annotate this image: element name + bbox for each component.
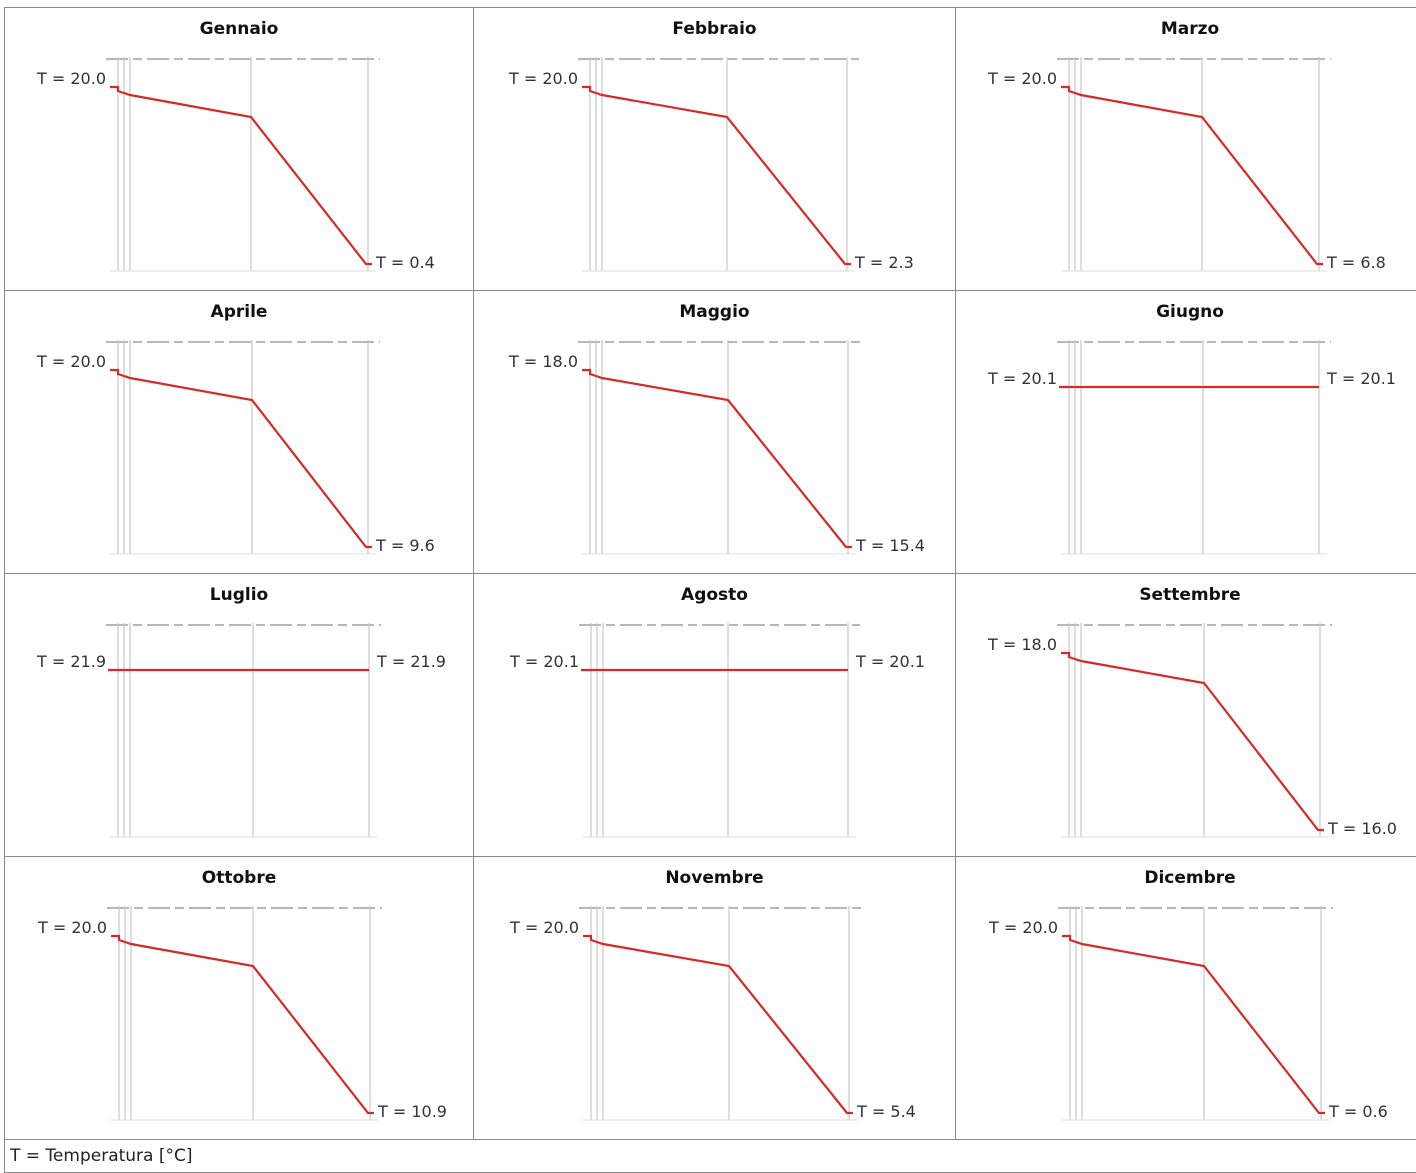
start-temperature-label: T = 18.0	[508, 352, 578, 371]
chart-cell: Aprile T = 20.0 T = 9.6	[5, 291, 474, 574]
temperature-profile-line	[582, 370, 852, 547]
start-temperature-label: T = 20.1	[987, 369, 1057, 388]
legend-footnote: T = Temperatura [°C]	[5, 1140, 1416, 1172]
start-temperature-label: T = 20.0	[987, 69, 1057, 88]
end-temperature-label: T = 20.1	[855, 652, 925, 671]
start-temperature-label: T = 20.0	[36, 352, 106, 371]
temperature-profile-line	[1062, 936, 1325, 1113]
chart-title: Aprile	[5, 302, 473, 322]
end-temperature-label: T = 15.4	[855, 536, 925, 555]
chart-title: Giugno	[956, 302, 1416, 322]
chart-title: Settembre	[956, 585, 1416, 605]
chart-cell: Gennaio T = 20.0 T = 0.4	[5, 8, 474, 291]
chart-title: Novembre	[474, 868, 955, 888]
temperature-profile-line	[110, 87, 372, 264]
legend-footnote-cell: T = Temperatura [°C]	[5, 1140, 1416, 1173]
chart-cell: Febbraio T = 20.0 T = 2.3	[474, 8, 956, 291]
temperature-profile-chart: T = 20.0 T = 9.6	[5, 322, 471, 560]
chart-cell: Agosto T = 20.1 T = 20.1	[474, 574, 956, 857]
start-temperature-label: T = 20.0	[508, 69, 578, 88]
temperature-profile-chart: T = 20.0 T = 6.8	[956, 39, 1416, 277]
temperature-profile-line	[110, 370, 372, 547]
temperature-profile-chart: T = 20.0 T = 10.9	[5, 888, 473, 1126]
temperature-profile-chart: T = 20.0 T = 0.6	[956, 888, 1416, 1126]
end-temperature-label: T = 10.9	[377, 1102, 447, 1121]
chart-title: Luglio	[5, 585, 473, 605]
start-temperature-label: T = 20.0	[509, 918, 579, 937]
chart-cell: Luglio T = 21.9 T = 21.9	[5, 574, 474, 857]
chart-title: Gennaio	[5, 19, 473, 39]
chart-cell: Settembre T = 18.0 T = 16.0	[956, 574, 1416, 857]
end-temperature-label: T = 0.6	[1328, 1102, 1388, 1121]
chart-cell: Novembre T = 20.0 T = 5.4	[474, 857, 956, 1140]
temperature-profile-chart: T = 18.0 T = 15.4	[474, 322, 953, 560]
end-temperature-label: T = 9.6	[375, 536, 435, 555]
temperature-profile-chart: T = 20.0 T = 2.3	[474, 39, 952, 277]
end-temperature-label: T = 16.0	[1327, 819, 1397, 838]
start-temperature-label: T = 20.0	[36, 69, 106, 88]
chart-cell: Marzo T = 20.0 T = 6.8	[956, 8, 1416, 291]
temperature-profile-line	[111, 936, 374, 1113]
temperature-profile-chart: T = 21.9 T = 21.9	[5, 605, 472, 843]
end-temperature-label: T = 20.1	[1326, 369, 1396, 388]
chart-cell: Ottobre T = 20.0 T = 10.9	[5, 857, 474, 1140]
temperature-profile-chart: T = 20.0 T = 0.4	[5, 39, 470, 277]
temperature-profile-chart: T = 20.1 T = 20.1	[474, 605, 954, 843]
end-temperature-label: T = 21.9	[376, 652, 446, 671]
temperature-profile-line	[582, 87, 851, 264]
end-temperature-label: T = 5.4	[856, 1102, 916, 1121]
start-temperature-label: T = 18.0	[987, 635, 1057, 654]
start-temperature-label: T = 20.0	[988, 918, 1058, 937]
chart-title: Agosto	[474, 585, 955, 605]
start-temperature-label: T = 21.9	[36, 652, 106, 671]
chart-title: Maggio	[474, 302, 955, 322]
chart-cell: Dicembre T = 20.0 T = 0.6	[956, 857, 1416, 1140]
chart-cell: Giugno T = 20.1 T = 20.1	[956, 291, 1416, 574]
chart-title: Marzo	[956, 19, 1416, 39]
temperature-profile-chart: T = 20.1 T = 20.1	[956, 322, 1416, 560]
end-temperature-label: T = 2.3	[854, 253, 914, 272]
chart-title: Febbraio	[474, 19, 955, 39]
chart-cell: Maggio T = 18.0 T = 15.4	[474, 291, 956, 574]
temperature-profile-line	[1061, 87, 1323, 264]
chart-title: Ottobre	[5, 868, 473, 888]
chart-title: Dicembre	[956, 868, 1416, 888]
temperature-profile-line	[583, 936, 853, 1113]
end-temperature-label: T = 0.4	[375, 253, 435, 272]
start-temperature-label: T = 20.1	[509, 652, 579, 671]
temperature-profile-chart: T = 18.0 T = 16.0	[956, 605, 1416, 843]
temperature-profile-line	[1061, 653, 1324, 830]
end-temperature-label: T = 6.8	[1326, 253, 1386, 272]
temperature-profile-chart: T = 20.0 T = 5.4	[474, 888, 955, 1126]
start-temperature-label: T = 20.0	[37, 918, 107, 937]
